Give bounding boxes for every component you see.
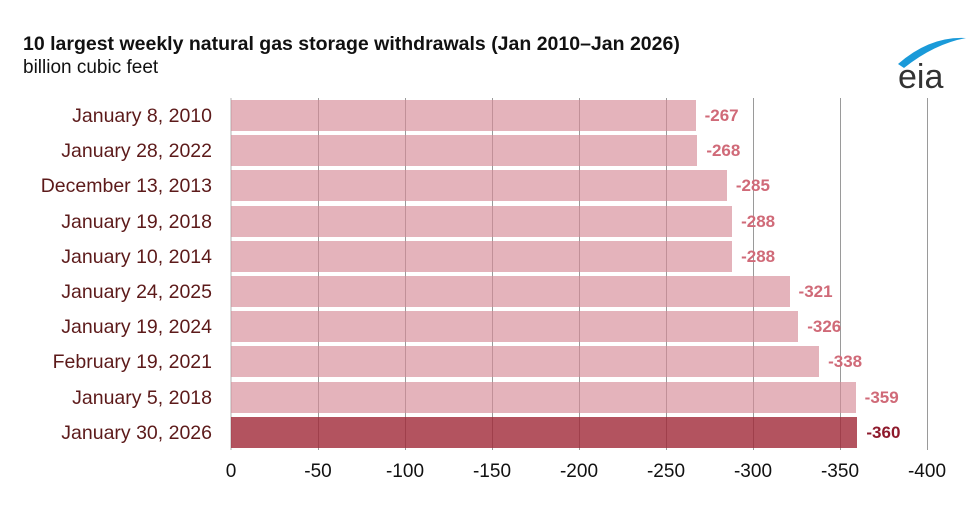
value-label: -321 bbox=[798, 282, 833, 301]
bar bbox=[231, 100, 696, 131]
category-label: January 30, 2026 bbox=[61, 421, 212, 444]
gridline bbox=[753, 98, 754, 450]
x-tick-label: -300 bbox=[733, 461, 773, 482]
value-label: -326 bbox=[807, 317, 842, 337]
bar bbox=[231, 381, 856, 413]
bar bbox=[231, 205, 733, 237]
bar bbox=[231, 240, 733, 272]
bar bbox=[231, 276, 790, 307]
category-label: January 24, 2025 bbox=[61, 281, 212, 303]
bar bbox=[231, 346, 820, 378]
x-tick-label: -400 bbox=[907, 461, 947, 482]
gridline bbox=[579, 98, 580, 450]
value-label: -288 bbox=[741, 246, 776, 266]
value-label: -285 bbox=[735, 176, 770, 196]
x-tick-label: -200 bbox=[559, 461, 599, 482]
category-label: December 13, 2013 bbox=[40, 175, 212, 198]
gridline bbox=[840, 98, 841, 450]
bar bbox=[231, 416, 858, 448]
chart-title: 10 largest weekly natural gas storage wi… bbox=[23, 33, 680, 55]
eia-logo-icon: eia bbox=[890, 34, 970, 96]
bar bbox=[231, 170, 727, 202]
category-label: January 5, 2018 bbox=[72, 386, 212, 409]
value-label: -338 bbox=[828, 352, 863, 372]
gridline bbox=[927, 98, 928, 450]
category-label: February 19, 2021 bbox=[52, 351, 212, 374]
x-tick-label: -150 bbox=[472, 461, 512, 482]
category-label: January 19, 2024 bbox=[61, 316, 212, 339]
x-tick-label: -350 bbox=[820, 461, 860, 482]
x-tick-label: -100 bbox=[385, 461, 425, 482]
gridline bbox=[405, 98, 406, 450]
bar bbox=[231, 135, 698, 167]
y-axis-line bbox=[230, 98, 232, 450]
x-tick-label: -250 bbox=[646, 461, 686, 482]
value-label: -288 bbox=[741, 211, 776, 231]
category-label: January 19, 2018 bbox=[61, 210, 212, 233]
x-tick-label: -50 bbox=[304, 461, 332, 482]
value-label: -268 bbox=[706, 141, 741, 161]
chart-subtitle: billion cubic feet bbox=[23, 57, 159, 78]
category-label: January 28, 2022 bbox=[61, 140, 212, 163]
value-label: -267 bbox=[704, 106, 739, 125]
gridline bbox=[666, 98, 667, 450]
value-label: -360 bbox=[866, 422, 901, 442]
value-label: -359 bbox=[864, 387, 899, 407]
svg-text:eia: eia bbox=[898, 58, 943, 94]
gridline bbox=[318, 98, 319, 450]
category-label: January 10, 2014 bbox=[61, 245, 212, 268]
x-tick-label: 0 bbox=[225, 461, 237, 482]
category-label: January 8, 2010 bbox=[72, 105, 212, 127]
plot-area: -267 -268 -285 -288 -288 -321 -326 -338 -359 -360 bbox=[230, 98, 928, 450]
gridline bbox=[492, 98, 493, 450]
bar bbox=[231, 311, 799, 343]
